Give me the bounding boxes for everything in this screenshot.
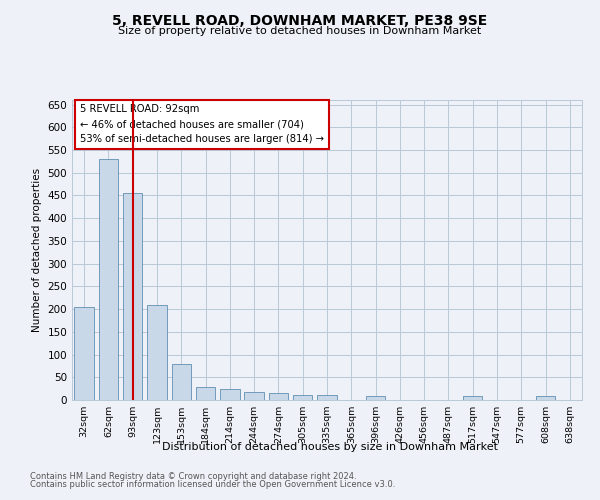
Bar — [244, 392, 264, 400]
Text: Contains public sector information licensed under the Open Government Licence v3: Contains public sector information licen… — [30, 480, 395, 489]
Y-axis label: Number of detached properties: Number of detached properties — [32, 168, 42, 332]
Bar — [366, 396, 385, 400]
Text: 5, REVELL ROAD, DOWNHAM MARKET, PE38 9SE: 5, REVELL ROAD, DOWNHAM MARKET, PE38 9SE — [112, 14, 488, 28]
Bar — [536, 396, 555, 400]
Bar — [463, 396, 482, 400]
Bar — [220, 388, 239, 400]
Bar — [147, 304, 167, 400]
Bar — [74, 307, 94, 400]
Bar — [269, 393, 288, 400]
Text: Size of property relative to detached houses in Downham Market: Size of property relative to detached ho… — [118, 26, 482, 36]
Bar — [196, 388, 215, 400]
Bar — [99, 159, 118, 400]
Bar — [172, 364, 191, 400]
Text: Distribution of detached houses by size in Downham Market: Distribution of detached houses by size … — [162, 442, 498, 452]
Bar — [123, 193, 142, 400]
Bar — [293, 396, 313, 400]
Text: 5 REVELL ROAD: 92sqm
← 46% of detached houses are smaller (704)
53% of semi-deta: 5 REVELL ROAD: 92sqm ← 46% of detached h… — [80, 104, 323, 144]
Bar — [317, 396, 337, 400]
Text: Contains HM Land Registry data © Crown copyright and database right 2024.: Contains HM Land Registry data © Crown c… — [30, 472, 356, 481]
